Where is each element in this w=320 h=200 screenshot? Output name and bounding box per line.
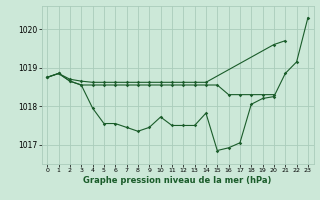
X-axis label: Graphe pression niveau de la mer (hPa): Graphe pression niveau de la mer (hPa) (84, 176, 272, 185)
